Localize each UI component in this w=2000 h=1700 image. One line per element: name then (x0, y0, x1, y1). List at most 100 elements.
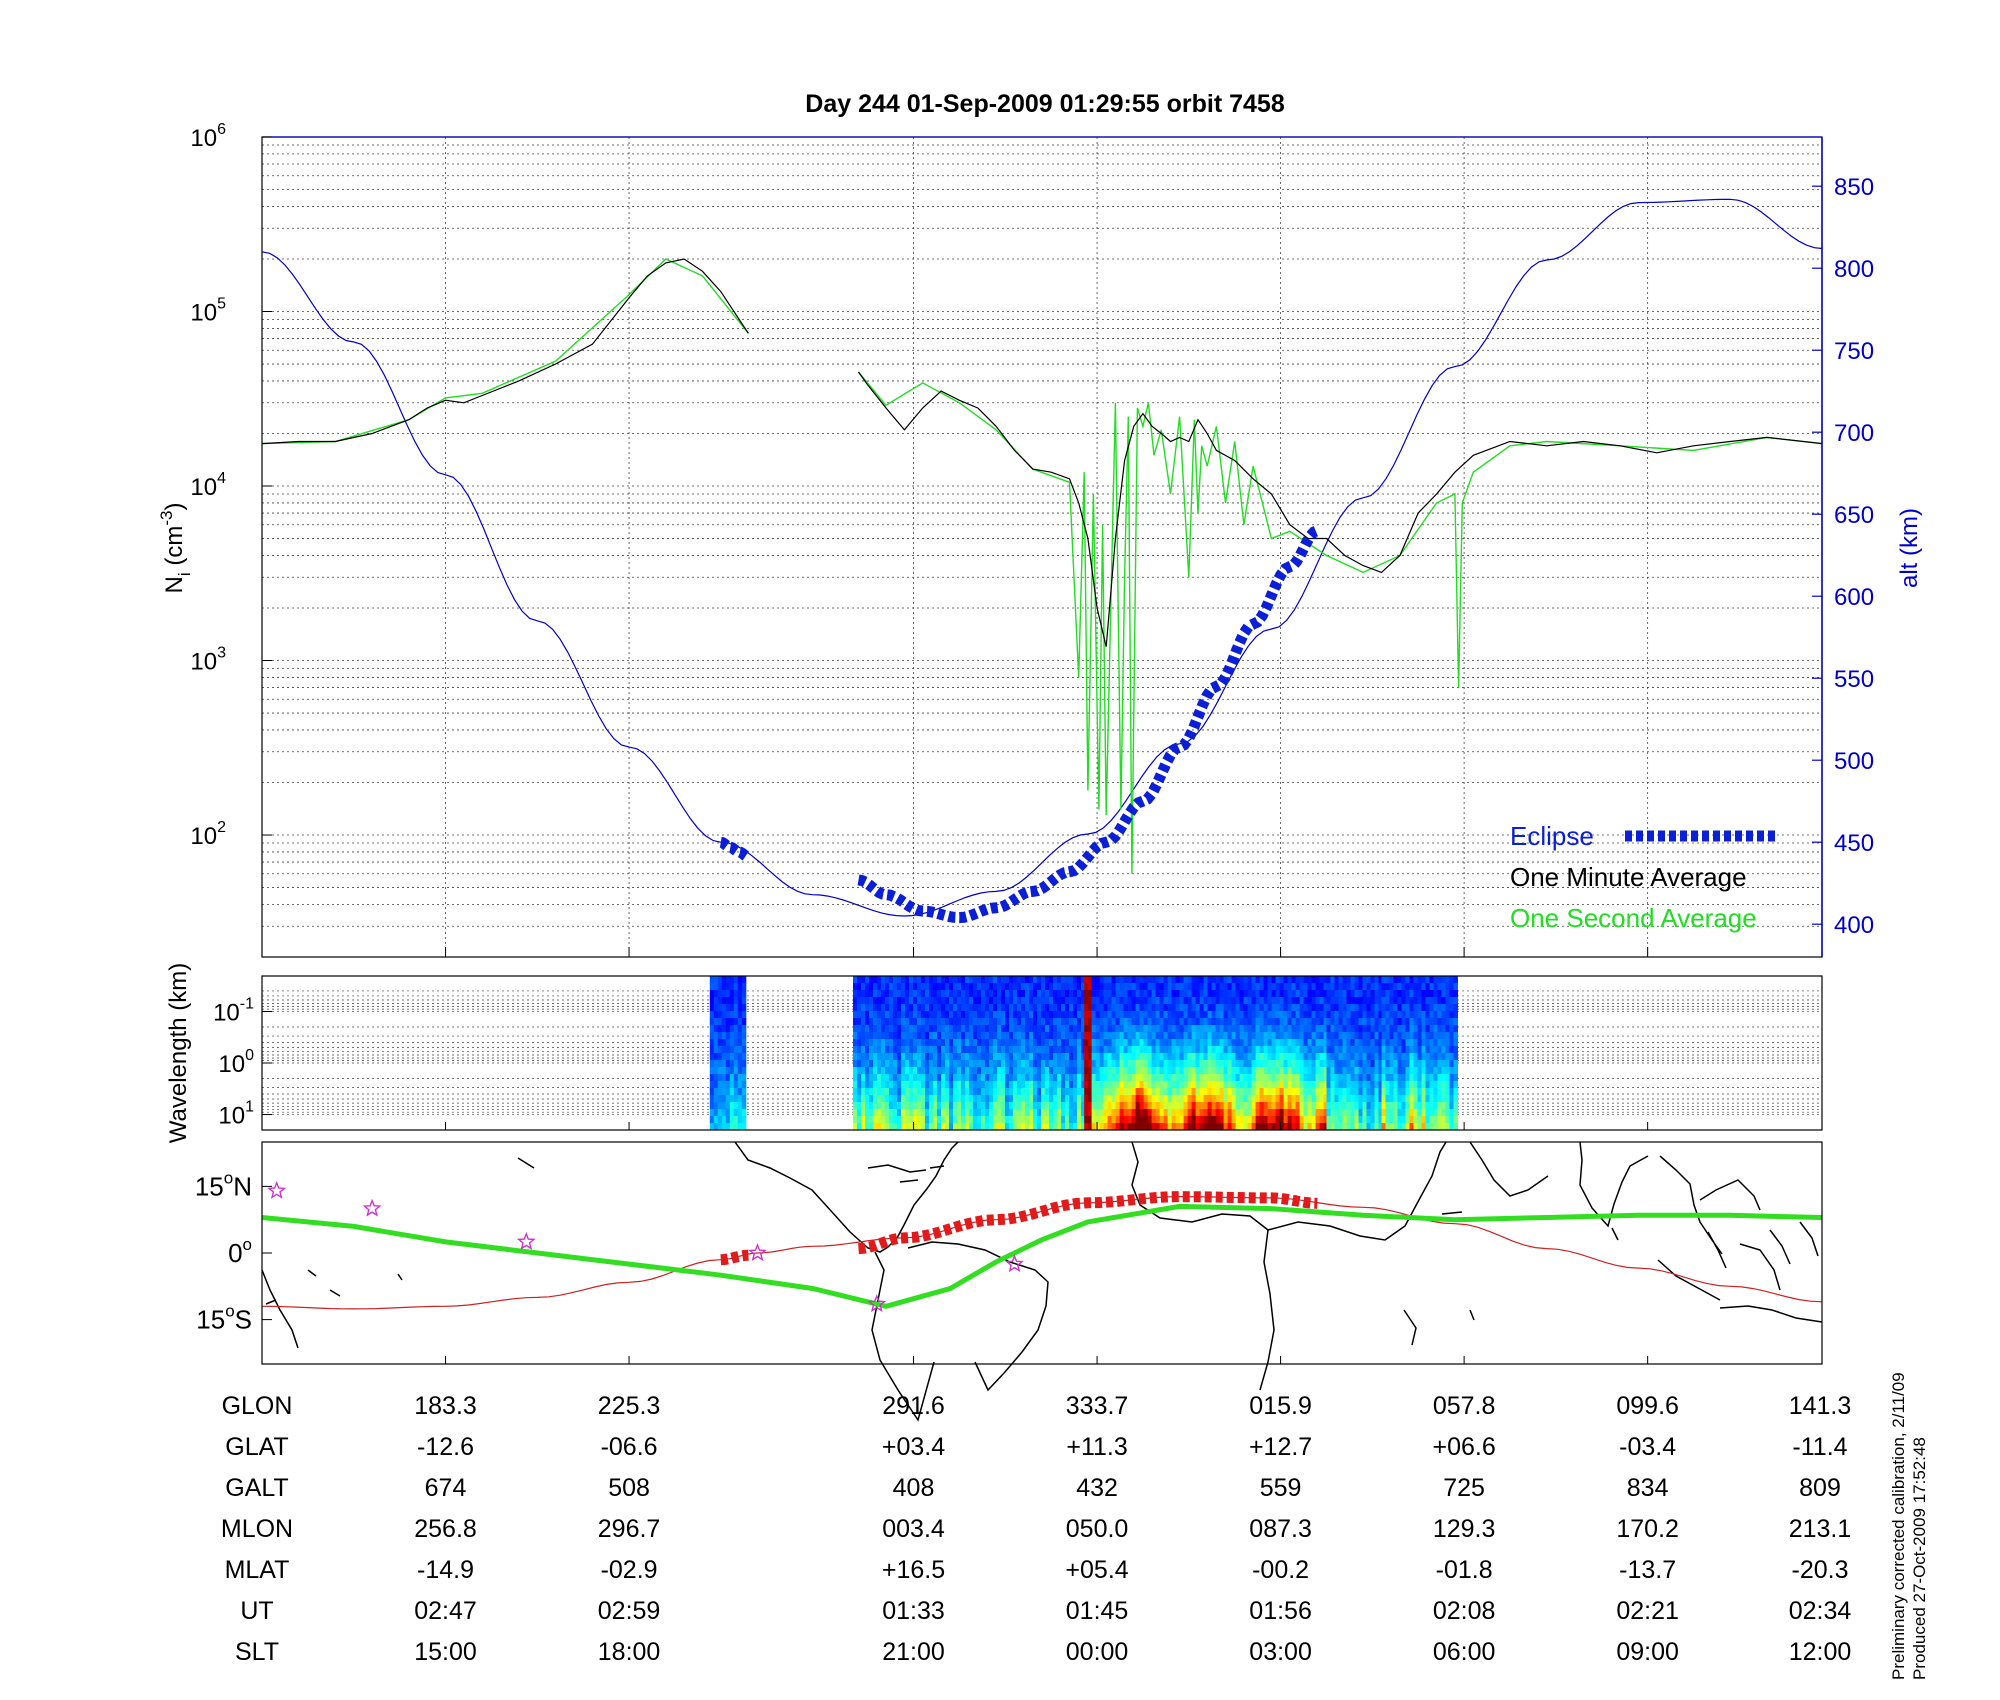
spectrogram-cell (949, 1123, 954, 1131)
spectrogram-cell (1362, 1018, 1367, 1026)
spectrogram-cell (1207, 1025, 1213, 1033)
spectrogram-tick-label: 100 (218, 1047, 254, 1078)
spectrogram-cell (1366, 976, 1371, 984)
spectrogram-cell (741, 1032, 747, 1040)
spectrogram-cell (1123, 1039, 1129, 1047)
spectrogram-cell (1175, 1116, 1181, 1124)
spectrogram-cell (1315, 1025, 1321, 1033)
spectrogram-cell (1425, 1109, 1430, 1117)
spectrogram-cell (1346, 1060, 1351, 1068)
spectrogram-cell (1103, 1039, 1109, 1047)
spectrogram-cell (945, 1095, 950, 1103)
spectrogram-cell (1441, 1039, 1446, 1047)
spectrogram-cell (969, 1039, 974, 1047)
spectrogram-cell (853, 976, 858, 984)
spectrogram-cell (1143, 1011, 1149, 1019)
coastline-arabia-india (1469, 1141, 1649, 1241)
spectrogram-cell (921, 1004, 926, 1012)
spectrogram-cell (737, 1011, 743, 1019)
spectrogram-cell (1259, 1109, 1265, 1117)
spectrogram-cell (937, 1011, 942, 1019)
calibration-note: Preliminary corrected calibration, 2/11/… (1889, 1372, 1908, 1680)
spectrogram-cell (1219, 1081, 1225, 1089)
spectrogram-cell (709, 1116, 715, 1124)
spectrogram-cell (941, 1067, 946, 1075)
spectrogram-cell (1334, 1081, 1339, 1089)
spectrogram-cell (1017, 1102, 1022, 1110)
spectrogram-cell (1061, 1046, 1066, 1054)
spectrogram-cell (1275, 1004, 1281, 1012)
spectrogram-cell (721, 1046, 727, 1054)
spectrogram-cell (877, 1046, 882, 1054)
spectrogram-cell (1358, 1081, 1363, 1089)
spectrogram-cell (1330, 1039, 1335, 1047)
spectrogram-cell (733, 1081, 739, 1089)
spectrogram-cell (1175, 1088, 1181, 1096)
spectrogram-cell (1103, 976, 1109, 984)
spectrogram-cell (901, 1060, 906, 1068)
spectrogram-cell (1303, 1109, 1309, 1117)
spectrogram-cell (1131, 1046, 1137, 1054)
spectrogram-cell (1449, 976, 1454, 984)
spectrogram-cell (981, 1039, 986, 1047)
spectrogram-cell (1171, 1039, 1177, 1047)
spectrogram-cell (1227, 1116, 1233, 1124)
spectrogram-cell (733, 1053, 739, 1061)
altitude-tick-label: 600 (1834, 584, 1874, 611)
spectrogram-cell (1366, 997, 1371, 1005)
spectrogram-cell (989, 1025, 994, 1033)
spectrogram-cell (1263, 1018, 1269, 1026)
spectrogram-cell (1139, 983, 1145, 991)
spectrogram-cell (1223, 1053, 1229, 1061)
spectrogram-cell (1029, 983, 1034, 991)
spectrogram-cell (1195, 1095, 1201, 1103)
coastline-pacific-islands (261, 1157, 1475, 1349)
spectrogram-cell (1057, 1011, 1062, 1019)
spectrogram-cell (893, 1116, 898, 1124)
spectrogram-cell (1147, 1025, 1153, 1033)
spectrogram-cell (1155, 983, 1161, 991)
spectrogram-cell (1163, 1067, 1169, 1075)
spectrogram-cell (1429, 1109, 1434, 1117)
spectrogram-cell (1295, 1060, 1301, 1068)
spectrogram-cell (1123, 1046, 1129, 1054)
spectrogram-cell (1417, 1123, 1422, 1131)
spectrogram-cell (1115, 1081, 1121, 1089)
spectrogram-cell (1433, 1123, 1438, 1131)
spectrogram-cell (1231, 1102, 1237, 1110)
spectrogram-cell (1303, 1025, 1309, 1033)
spectrogram-cell (1151, 1060, 1157, 1068)
spectrogram-cell (1131, 1116, 1137, 1124)
spectrogram-cell (901, 1116, 906, 1124)
spectrogram-cell (925, 1011, 930, 1019)
spectrogram-cell (1433, 1025, 1438, 1033)
spectrogram-cell (1009, 1011, 1014, 1019)
spectrogram-cell (1049, 1046, 1054, 1054)
spectrogram-cell (901, 1053, 906, 1061)
spectrogram-cell (877, 1025, 882, 1033)
spectrogram-cell (905, 1102, 910, 1110)
spectrogram-cell (725, 1081, 731, 1089)
spectrogram-cell (1283, 1004, 1289, 1012)
spectrogram-cell (1413, 1109, 1418, 1117)
spectrogram-cell (1267, 1046, 1273, 1054)
ephemeris-cell: 183.3 (414, 1392, 477, 1420)
spectrogram-cell (1211, 1032, 1217, 1040)
spectrogram-cell (1041, 1074, 1046, 1082)
spectrogram-cell (897, 1109, 902, 1117)
spectrogram-cell (725, 1039, 731, 1047)
spectrogram-cell (985, 1123, 990, 1131)
spectrogram-cell (857, 1067, 862, 1075)
spectrogram-cell (1073, 1018, 1078, 1026)
spectrogram-cell (1393, 1046, 1398, 1054)
spectrogram-cell (1385, 1032, 1390, 1040)
spectrogram-cell (1159, 983, 1165, 991)
spectrogram-cell (1405, 1123, 1410, 1131)
spectrogram-cell (1421, 1018, 1426, 1026)
spectrogram-cell (1215, 1004, 1221, 1012)
spectrogram-cell (1267, 1074, 1273, 1082)
spectrogram-cell (1139, 1018, 1145, 1026)
spectrogram-cell (1183, 1067, 1189, 1075)
spectrogram-cell (1084, 1123, 1089, 1131)
spectrogram-cell (1243, 1025, 1249, 1033)
